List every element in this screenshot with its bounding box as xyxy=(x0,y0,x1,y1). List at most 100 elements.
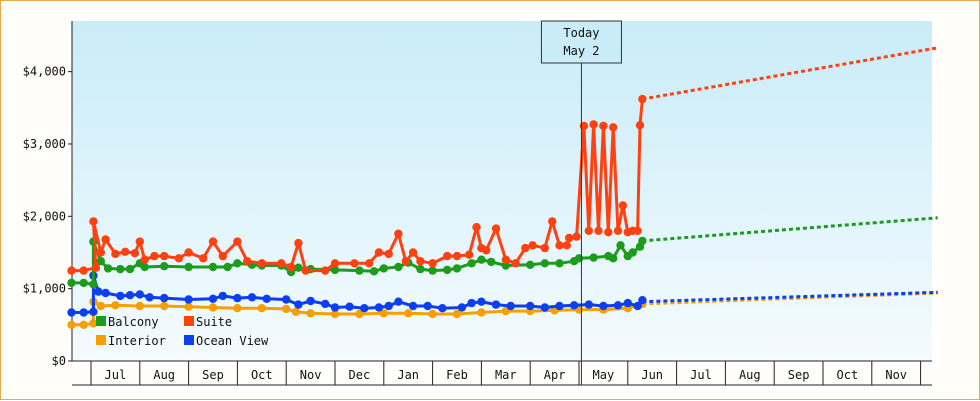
data-point[interactable] xyxy=(572,232,581,241)
data-point[interactable] xyxy=(501,255,510,264)
data-point[interactable] xyxy=(401,257,410,266)
data-point[interactable] xyxy=(379,309,388,318)
data-point[interactable] xyxy=(291,307,301,316)
data-point[interactable] xyxy=(330,259,340,268)
data-point[interactable] xyxy=(548,217,557,226)
data-point[interactable] xyxy=(374,303,384,312)
data-point[interactable] xyxy=(79,308,88,317)
data-point[interactable] xyxy=(599,121,608,131)
data-point[interactable] xyxy=(604,228,613,237)
data-point[interactable] xyxy=(67,320,76,329)
data-point[interactable] xyxy=(199,254,208,263)
data-point[interactable] xyxy=(594,226,603,235)
data-point[interactable] xyxy=(306,309,315,318)
data-point[interactable] xyxy=(374,248,384,257)
data-point[interactable] xyxy=(79,320,88,329)
data-point[interactable] xyxy=(379,264,388,273)
data-point[interactable] xyxy=(294,300,303,309)
data-point[interactable] xyxy=(218,291,227,301)
data-point[interactable] xyxy=(160,293,169,303)
data-point[interactable] xyxy=(482,246,491,255)
data-point[interactable] xyxy=(555,301,564,311)
data-point[interactable] xyxy=(208,294,218,303)
data-point[interactable] xyxy=(306,296,315,306)
data-point[interactable] xyxy=(526,301,535,311)
data-point[interactable] xyxy=(457,303,467,312)
data-point[interactable] xyxy=(116,264,125,274)
data-point[interactable] xyxy=(218,251,227,261)
data-point[interactable] xyxy=(540,259,549,268)
data-point[interactable] xyxy=(96,248,106,257)
data-point[interactable] xyxy=(609,123,618,132)
data-point[interactable] xyxy=(355,266,364,275)
legend-item-balcony[interactable]: Balcony xyxy=(96,315,159,329)
data-point[interactable] xyxy=(223,262,232,272)
data-point[interactable] xyxy=(243,257,252,266)
data-point[interactable] xyxy=(174,254,183,263)
data-point[interactable] xyxy=(125,291,135,300)
data-point[interactable] xyxy=(79,278,88,288)
data-point[interactable] xyxy=(394,229,403,238)
data-point[interactable] xyxy=(618,201,628,210)
data-point[interactable] xyxy=(408,301,418,311)
data-point[interactable] xyxy=(589,253,598,262)
data-point[interactable] xyxy=(67,278,76,288)
data-point[interactable] xyxy=(540,303,549,312)
data-point[interactable] xyxy=(565,233,574,243)
data-point[interactable] xyxy=(423,301,432,311)
data-point[interactable] xyxy=(633,301,642,311)
data-point[interactable] xyxy=(208,303,218,312)
data-point[interactable] xyxy=(369,267,379,276)
data-point[interactable] xyxy=(101,235,110,244)
data-point[interactable] xyxy=(345,302,354,311)
data-point[interactable] xyxy=(599,301,608,311)
data-point[interactable] xyxy=(350,259,359,268)
data-point[interactable] xyxy=(443,251,452,261)
data-point[interactable] xyxy=(135,301,144,311)
data-point[interactable] xyxy=(257,259,266,268)
data-point[interactable] xyxy=(467,259,476,268)
data-point[interactable] xyxy=(528,241,537,250)
data-point[interactable] xyxy=(301,266,310,275)
data-point[interactable] xyxy=(416,264,425,274)
data-point[interactable] xyxy=(160,251,169,261)
data-point[interactable] xyxy=(506,301,515,311)
data-point[interactable] xyxy=(589,120,598,129)
data-point[interactable] xyxy=(140,255,149,264)
data-point[interactable] xyxy=(404,309,413,318)
data-point[interactable] xyxy=(101,288,110,298)
data-point[interactable] xyxy=(467,298,476,308)
data-point[interactable] xyxy=(257,304,266,313)
data-point[interactable] xyxy=(160,301,169,311)
data-point[interactable] xyxy=(330,265,340,275)
data-point[interactable] xyxy=(360,304,369,313)
data-point[interactable] xyxy=(184,262,193,272)
data-point[interactable] xyxy=(89,217,98,226)
data-point[interactable] xyxy=(96,257,106,266)
data-point[interactable] xyxy=(67,308,76,317)
data-point[interactable] xyxy=(452,264,462,273)
data-point[interactable] xyxy=(103,264,113,273)
data-point[interactable] xyxy=(145,293,154,302)
data-point[interactable] xyxy=(540,243,549,253)
data-point[interactable] xyxy=(282,295,291,304)
data-point[interactable] xyxy=(628,248,637,257)
data-point[interactable] xyxy=(438,304,447,313)
data-point[interactable] xyxy=(394,262,403,272)
data-point[interactable] xyxy=(79,266,88,275)
data-point[interactable] xyxy=(150,251,159,261)
data-point[interactable] xyxy=(89,307,98,316)
data-point[interactable] xyxy=(477,255,486,264)
data-point[interactable] xyxy=(443,265,452,275)
data-point[interactable] xyxy=(491,224,501,233)
data-point[interactable] xyxy=(501,261,510,270)
data-point[interactable] xyxy=(511,259,520,268)
data-point[interactable] xyxy=(282,304,291,314)
data-point[interactable] xyxy=(491,300,501,309)
data-point[interactable] xyxy=(428,309,437,319)
data-point[interactable] xyxy=(111,249,120,259)
data-point[interactable] xyxy=(130,249,140,258)
data-point[interactable] xyxy=(408,248,418,257)
data-point[interactable] xyxy=(67,266,76,275)
data-point[interactable] xyxy=(160,262,169,271)
